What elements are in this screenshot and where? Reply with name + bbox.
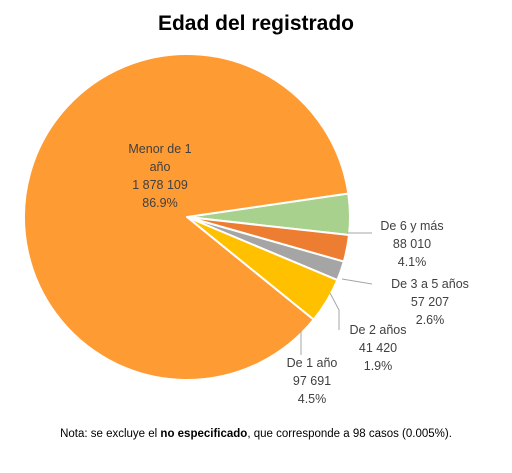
slice-label-line: año bbox=[150, 160, 171, 174]
slice-label-line: De 6 y más bbox=[380, 219, 443, 233]
slice-label-line: 57 207 bbox=[411, 295, 449, 309]
slice-label-line: De 1 año bbox=[287, 356, 338, 370]
slice-label-line: Menor de 1 bbox=[128, 142, 191, 156]
slice-label-line: 1 878 109 bbox=[132, 178, 188, 192]
pie-slices bbox=[23, 53, 351, 381]
slice-label-line: 2.6% bbox=[416, 313, 445, 327]
slice-label: De 6 y más 88 010 4.1% bbox=[380, 219, 443, 269]
slice-label-line: 41 420 bbox=[359, 341, 397, 355]
footnote-prefix: Nota: se excluye el bbox=[60, 428, 161, 440]
slice-label: De 3 a 5 años 57 207 2.6% bbox=[391, 277, 469, 327]
footnote-bold: no especificado bbox=[160, 428, 248, 440]
slice-label-line: 97 691 bbox=[293, 374, 331, 388]
slice-label-line: 4.1% bbox=[398, 255, 427, 269]
leader-line bbox=[329, 292, 340, 330]
slice-label: Menor de 1 año 1 878 109 86.9% bbox=[128, 142, 191, 210]
pie-slice bbox=[23, 53, 350, 381]
slice-label-line: De 3 a 5 años bbox=[391, 277, 469, 291]
leader-line bbox=[341, 278, 373, 285]
leader-lines bbox=[300, 232, 373, 355]
slice-labels: De 6 y más 88 010 4.1% De 3 a 5 años 57 207 2… bbox=[128, 142, 469, 406]
footnote: Nota: se excluye el no especificado, que… bbox=[0, 428, 512, 440]
slice-label-line: 88 010 bbox=[393, 237, 431, 251]
slice-label: De 2 años 41 420 1.9% bbox=[350, 323, 407, 373]
slice-label-line: De 2 años bbox=[350, 323, 407, 337]
footnote-suffix: , que corresponde a 98 casos (0.005%). bbox=[247, 428, 452, 440]
slice-label-line: 4.5% bbox=[298, 392, 327, 406]
slice-label-line: 86.9% bbox=[142, 196, 177, 210]
slice-label-line: 1.9% bbox=[364, 359, 393, 373]
slice-label: De 1 año 97 691 4.5% bbox=[287, 356, 338, 406]
chart-title: Edad del registrado bbox=[158, 12, 354, 35]
